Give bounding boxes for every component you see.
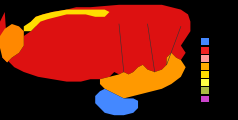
Polygon shape [0, 5, 190, 82]
Bar [201, 47, 209, 54]
Polygon shape [100, 53, 186, 98]
Bar [201, 96, 209, 102]
Bar [201, 38, 209, 45]
Polygon shape [0, 24, 24, 62]
Bar [201, 63, 209, 70]
Bar [201, 87, 209, 94]
Polygon shape [95, 89, 138, 115]
Bar [201, 79, 209, 86]
Bar [201, 55, 209, 62]
Polygon shape [24, 10, 109, 31]
Bar [201, 71, 209, 78]
